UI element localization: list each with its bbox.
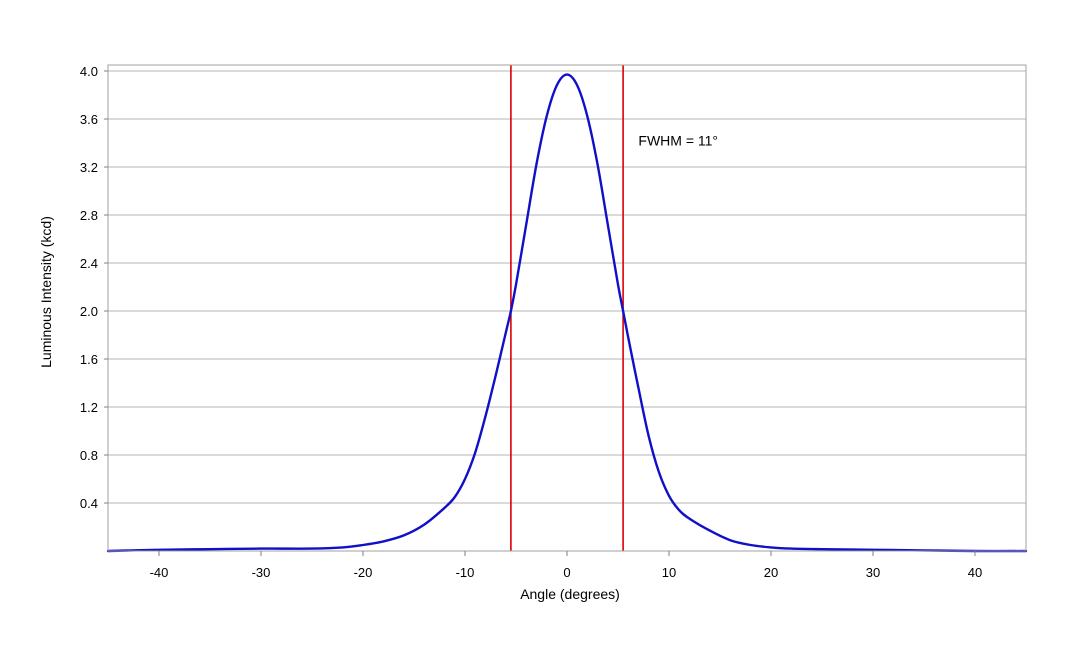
- x-tick-label-4: 0: [563, 565, 570, 580]
- x-tick-label-3: -10: [456, 565, 475, 580]
- x-tick-label-7: 30: [866, 565, 880, 580]
- x-tick-label-6: 20: [764, 565, 778, 580]
- y-tick-label-2: 1.2: [80, 400, 98, 415]
- x-axis-label: Angle (degrees): [520, 586, 620, 602]
- y-tick-label-9: 4.0: [80, 64, 98, 79]
- x-tick-label-1: -30: [252, 565, 271, 580]
- y-tick-label-8: 3.6: [80, 112, 98, 127]
- y-tick-label-7: 3.2: [80, 160, 98, 175]
- y-tick-label-3: 1.6: [80, 352, 98, 367]
- grid-lines: [108, 70, 1026, 504]
- fwhm-markers: [510, 65, 624, 551]
- y-tick-label-6: 2.8: [80, 208, 98, 223]
- x-tick-label-8: 40: [968, 565, 982, 580]
- x-axis-ticks: -40 -30 -20 -10 0 10 20 30 40: [150, 551, 982, 580]
- y-axis-ticks: 0.4 0.8 1.2 1.6 2.0 2.4 2.8 3.2 3.6 4.0: [80, 64, 108, 511]
- annotations: FWHM = 11°: [638, 132, 718, 148]
- y-tick-label-1: 0.8: [80, 448, 98, 463]
- y-tick-label-5: 2.4: [80, 256, 98, 271]
- y-axis-label: Luminous Intensity (kcd): [38, 216, 54, 368]
- series-layer: [106, 73, 1028, 553]
- plot-area-frame: [107, 64, 1027, 552]
- x-tick-label-0: -40: [150, 565, 169, 580]
- y-tick-label-4: 2.0: [80, 304, 98, 319]
- y-tick-label-0: 0.4: [80, 496, 98, 511]
- x-tick-label-5: 10: [662, 565, 676, 580]
- annotation-fwhm-0: FWHM = 11°: [638, 132, 718, 148]
- series-line-0: [106, 73, 1028, 553]
- x-tick-label-2: -20: [354, 565, 373, 580]
